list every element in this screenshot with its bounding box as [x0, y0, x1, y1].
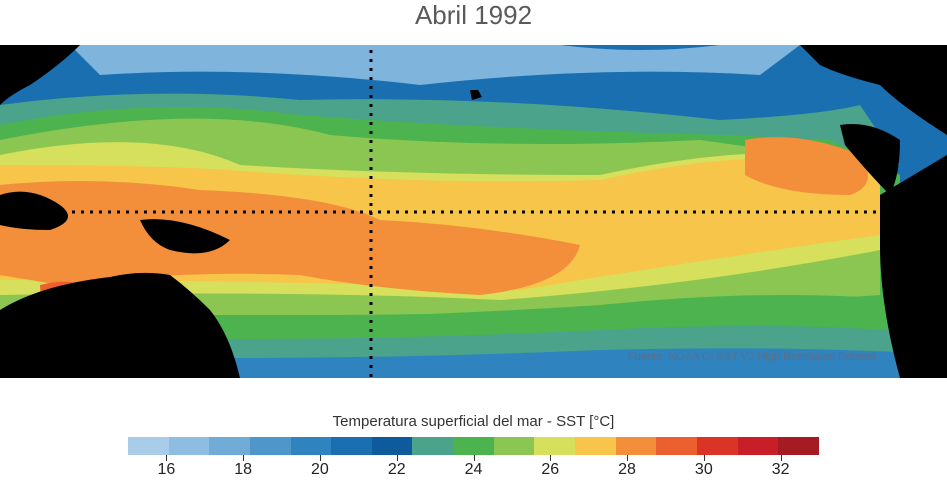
colorbar-tick: [627, 455, 629, 461]
colorbar-tick-label: 30: [694, 461, 713, 478]
colorbar-ticks: [128, 455, 819, 461]
colorbar-segment: [696, 437, 738, 455]
colorbar-segment: [656, 437, 697, 455]
colorbar-segment: [453, 437, 494, 455]
land-south-america: [880, 155, 947, 378]
colorbar-tick: [550, 455, 552, 461]
source-credit: Fuente: NOAA OI SST V2 High Resolution D…: [628, 351, 877, 363]
colorbar-tick-label: 28: [618, 461, 636, 478]
colorbar-segment: [128, 437, 169, 455]
colorbar-tick: [243, 455, 245, 461]
colorbar-tick-label: 18: [234, 461, 253, 478]
colorbar-segment: [168, 437, 210, 455]
colorbar-title: Temperatura superficial del mar - SST [°…: [332, 413, 615, 430]
colorbar-segment: [778, 437, 819, 455]
land-hawaii: [470, 90, 482, 100]
colorbar-segment: [412, 437, 454, 455]
colorbar-segment: [493, 437, 535, 455]
land-central-america: [840, 124, 900, 195]
colorbar-tick: [166, 455, 168, 461]
colorbar-tick-label: 32: [771, 461, 790, 478]
colorbar-segment: [249, 437, 291, 455]
warm-pool-west: [0, 181, 580, 295]
colorbar: [128, 437, 819, 455]
land-maritime-continent: [0, 191, 68, 230]
colorbar-tick: [319, 455, 321, 461]
colorbar-tick: [780, 455, 782, 461]
colorbar-tick: [703, 455, 705, 461]
land-australia: [0, 272, 240, 378]
colorbar-segment: [534, 437, 576, 455]
colorbar-tick-label: 24: [464, 461, 483, 478]
colorbar-tick-label: 26: [541, 461, 560, 478]
land-asia-north: [0, 45, 80, 105]
land-new-guinea: [140, 219, 230, 254]
colorbar-segment: [290, 437, 332, 455]
colorbar-segment: [737, 437, 779, 455]
colorbar-tick-label: 22: [387, 461, 406, 478]
colorbar-tick-label: 20: [311, 461, 329, 478]
land-north-america: [800, 45, 947, 135]
colorbar-segment: [209, 437, 250, 455]
colorbar-tick-labels: 16 18 20 22 24 26 28 30 32: [128, 461, 819, 481]
colorbar-segment: [575, 437, 616, 455]
ocean-band-north-light: [70, 45, 800, 85]
colorbar-segment: [371, 437, 413, 455]
warm-pool-east: [745, 137, 868, 195]
colorbar-tick: [396, 455, 398, 461]
sst-map: [0, 45, 947, 378]
colorbar-tick: [473, 455, 475, 461]
map-title: Abril 1992: [414, 0, 533, 30]
colorbar-tick-label: 16: [157, 461, 176, 478]
colorbar-segment: [331, 437, 372, 455]
colorbar-segment: [615, 437, 657, 455]
